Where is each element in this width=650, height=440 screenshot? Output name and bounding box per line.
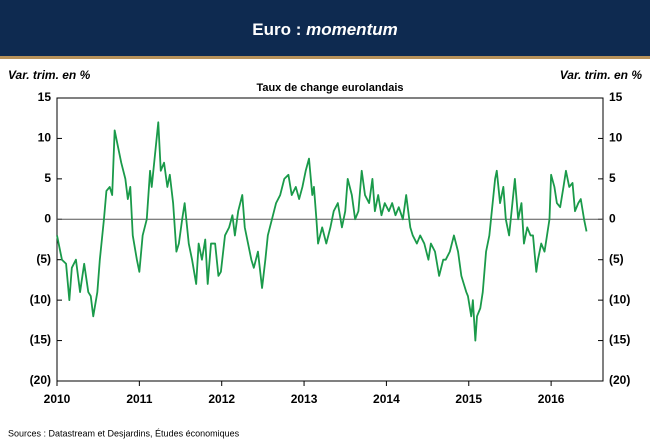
y-axis-label: Var. trim. en % xyxy=(8,68,91,82)
chart-title: Euro : momentum xyxy=(252,20,397,39)
x-tick-label: 2011 xyxy=(126,392,152,406)
y2-tick-label: (15) xyxy=(609,333,630,347)
y2-tick-label: (20) xyxy=(609,373,630,387)
x-tick-label: 2015 xyxy=(455,392,482,406)
title-text: Euro : xyxy=(252,20,301,39)
y2-axis-label: Var. trim. en % xyxy=(560,68,643,82)
y-tick-label: (10) xyxy=(30,292,51,306)
y-tick-label: 15 xyxy=(38,90,52,104)
x-tick-label: 2010 xyxy=(44,392,71,406)
y-tick-label: (20) xyxy=(30,373,51,387)
y-tick-label: (15) xyxy=(30,333,51,347)
header-bar xyxy=(0,0,650,56)
y2-tick-label: 10 xyxy=(609,131,623,145)
x-tick-label: 2013 xyxy=(291,392,318,406)
source-note: Sources : Datastream et Desjardins, Étud… xyxy=(8,428,240,438)
x-tick-label: 2014 xyxy=(373,392,400,406)
y2-tick-label: 5 xyxy=(609,171,616,185)
y-tick-label: 10 xyxy=(38,131,52,145)
y-tick-label: (5) xyxy=(36,252,51,266)
header-rule xyxy=(0,56,650,59)
y2-tick-label: 15 xyxy=(609,90,623,104)
x-tick-label: 2016 xyxy=(538,392,565,406)
x-tick-label: 2012 xyxy=(208,392,235,406)
chart-subtitle: Taux de change eurolandais xyxy=(256,82,403,94)
plot-frame xyxy=(56,97,604,382)
y-tick-label: 5 xyxy=(44,171,51,185)
y-tick-label: 0 xyxy=(44,211,51,225)
title-emphasis: momentum xyxy=(306,20,398,39)
y2-tick-label: (10) xyxy=(609,292,630,306)
y2-tick-label: (5) xyxy=(609,252,624,266)
data-line xyxy=(56,121,588,342)
y2-tick-label: 0 xyxy=(609,211,616,225)
